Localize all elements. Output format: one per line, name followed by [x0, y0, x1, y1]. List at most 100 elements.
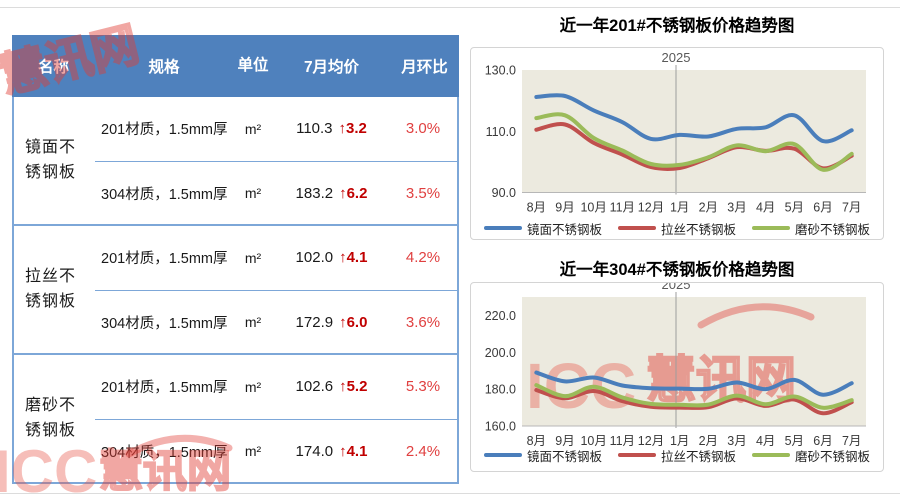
year-label: 2025 [662, 283, 691, 292]
x-axis-tick-label: 5月 [785, 201, 804, 215]
x-axis-tick-label: 6月 [813, 434, 832, 448]
table-group-frosted: 磨砂不锈钢板 201材质，1.5mm厚 m² 102.6 ↑5.2 5.3% 3… [14, 353, 457, 482]
cell-price: 172.9 ↑6.0 [273, 314, 390, 331]
price-delta: ↑5.2 [339, 378, 368, 396]
legend-swatch [617, 226, 656, 230]
cell-spec: 304材质，1.5mm厚 [101, 444, 228, 461]
x-axis-tick-label: 6月 [813, 201, 832, 215]
table-row: 304材质，1.5mm厚 m² 172.9 ↑6.0 3.6% [95, 289, 457, 355]
cell-mom: 3.0% [405, 120, 441, 138]
watermark-swoosh [697, 303, 815, 329]
cell-spec: 201材质，1.5mm厚 [101, 122, 228, 139]
x-axis-tick-label: 4月 [756, 434, 775, 448]
header-unit: 单位 [237, 57, 269, 75]
chart-201-legend: 镜面不锈钢板 拉丝不锈钢板 磨砂不锈钢板 [471, 219, 883, 237]
cell-price: 110.3 ↑3.2 [273, 120, 390, 137]
header-mom: 月环比 [401, 59, 448, 76]
price-value: 174.0 [295, 442, 334, 460]
bottom-divider-line [0, 493, 900, 494]
x-axis-tick-label: 8月 [527, 201, 546, 215]
cell-mom: 2.4% [405, 442, 441, 460]
y-axis-tick-label: 110.0 [486, 125, 516, 139]
x-axis-tick-label: 9月 [555, 434, 574, 448]
legend-swatch [752, 453, 790, 457]
x-axis-tick-label: 10月 [580, 434, 606, 448]
y-axis-tick-label: 160.0 [485, 420, 516, 434]
table-body: 镜面不锈钢板 201材质，1.5mm厚 m² 110.3 ↑3.2 3.0% 3… [12, 97, 459, 484]
group-name: 磨砂不锈钢板 [25, 397, 77, 439]
cell-price: 183.2 ↑6.2 [273, 185, 390, 202]
table-row: 201材质，1.5mm厚 m² 102.0 ↑4.1 4.2% [95, 226, 457, 290]
cell-spec: 304材质，1.5mm厚 [101, 186, 228, 203]
cell-mom: 5.3% [405, 378, 441, 396]
x-axis-tick-label: 3月 [727, 201, 746, 215]
cell-price: 102.0 ↑4.1 [273, 249, 390, 266]
table-group-mirror: 镜面不锈钢板 201材质，1.5mm厚 m² 110.3 ↑3.2 3.0% 3… [14, 97, 457, 224]
cell-mom: 3.5% [405, 184, 441, 202]
price-table: 名称 规格 单位 7月均价 月环比 镜面不锈钢板 201材质，1.5mm厚 m²… [12, 35, 459, 484]
price-delta: ↑4.1 [339, 442, 368, 460]
header-name: 名称 [37, 59, 69, 76]
top-divider-line [0, 7, 900, 8]
chart-304: ICC 慧讯网 2025 160.0 180.0 200.0 220.0 8月 9月 10月 11月… [470, 282, 884, 472]
cell-mom: 4.2% [405, 249, 441, 267]
group-name: 镜面不锈钢板 [25, 139, 77, 181]
header-price: 7月均价 [303, 59, 360, 76]
table-row: 201材质，1.5mm厚 m² 102.6 ↑5.2 5.3% [95, 355, 457, 419]
cell-price: 102.6 ↑5.2 [273, 378, 390, 395]
x-axis-tick-label: 2月 [699, 201, 718, 215]
legend-label: 镜面不锈钢板 [526, 222, 602, 237]
cell-spec: 304材质，1.5mm厚 [101, 315, 228, 332]
table-row: 304材质，1.5mm厚 m² 183.2 ↑6.2 3.5% [95, 160, 457, 226]
legend-swatch [483, 453, 522, 457]
x-axis-tick-label: 4月 [756, 201, 775, 215]
y-axis-tick-label: 180.0 [485, 383, 516, 397]
cell-unit: m² [244, 314, 262, 331]
cell-spec: 201材质，1.5mm厚 [101, 380, 228, 397]
cell-price: 174.0 ↑4.1 [273, 443, 390, 460]
legend-swatch [752, 226, 790, 230]
cell-spec: 201材质，1.5mm厚 [101, 251, 228, 268]
legend-label: 拉丝不锈钢板 [660, 449, 736, 464]
series-line-1 [534, 388, 854, 416]
plot-area [522, 70, 866, 193]
y-axis-tick-label: 200.0 [485, 346, 516, 360]
x-axis-tick-label: 12月 [638, 434, 664, 448]
legend-item-1: 拉丝不锈钢板 [617, 219, 736, 238]
price-delta: ↑6.2 [339, 184, 368, 202]
chart-201: 2025 90.0 110.0 130.0 8月 9月 10月 11月 12月 1月 2月 3月 4月 5… [470, 47, 884, 240]
legend-swatch [617, 453, 656, 457]
series-line-0 [534, 370, 854, 397]
legend-label: 磨砂不锈钢板 [795, 449, 871, 464]
watermark-icc-text: ICC [0, 46, 2, 136]
table-group-brushed: 拉丝不锈钢板 201材质，1.5mm厚 m² 102.0 ↑4.1 4.2% 3… [14, 224, 457, 353]
x-axis-tick-label: 7月 [842, 201, 861, 215]
cell-unit: m² [244, 249, 262, 266]
price-value: 172.9 [295, 313, 334, 331]
x-axis-tick-label: 11月 [610, 201, 635, 215]
y-axis-tick-label: 220.0 [485, 309, 516, 323]
price-value: 102.0 [295, 249, 334, 267]
header-spec: 规格 [148, 59, 180, 76]
price-delta: ↑3.2 [338, 120, 367, 138]
table-row: 304材质，1.5mm厚 m² 174.0 ↑4.1 2.4% [95, 418, 457, 484]
x-axis-tick-label: 1月 [670, 434, 689, 448]
cell-unit: m² [244, 185, 262, 202]
x-axis-tick-label: 9月 [555, 201, 574, 215]
x-axis-tick-label: 7月 [842, 434, 861, 448]
price-value: 102.6 [295, 378, 334, 396]
x-axis-tick-label: 1月 [670, 201, 689, 215]
legend-label: 镜面不锈钢板 [526, 449, 602, 464]
cell-mom: 3.6% [405, 313, 441, 331]
price-delta: ↑4.1 [339, 249, 368, 267]
legend-label: 拉丝不锈钢板 [660, 222, 736, 237]
x-axis-tick-label: 12月 [638, 201, 664, 215]
price-value: 110.3 [296, 120, 333, 138]
legend-item-2: 磨砂不锈钢板 [752, 446, 870, 465]
x-axis-tick-label: 10月 [580, 201, 606, 215]
x-axis-tick-label: 3月 [727, 434, 746, 448]
legend-item-0: 镜面不锈钢板 [483, 219, 602, 238]
table-row: 201材质，1.5mm厚 m² 110.3 ↑3.2 3.0% [95, 97, 457, 161]
price-value: 183.2 [295, 184, 334, 202]
